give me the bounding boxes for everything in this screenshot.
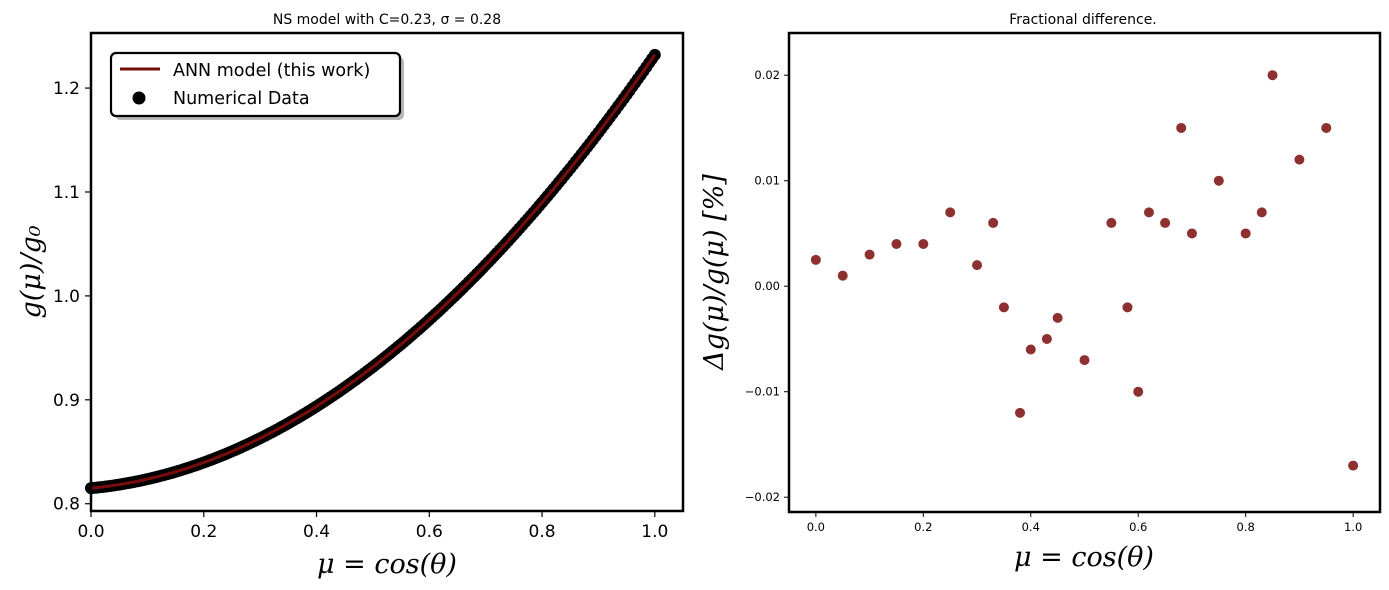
right-ylabel: Δg(μ)/g(μ) [%]	[699, 174, 730, 371]
fractional-difference-point	[998, 302, 1009, 313]
left-xtick-label: 0.2	[190, 522, 217, 542]
left-ylabel: g(μ)/g₀	[16, 225, 47, 318]
right-ytick-label: −0.01	[745, 385, 780, 399]
left-xtick-label: 0.8	[529, 522, 556, 542]
left-ticks: 0.0 0.2 0.4 0.6 0.8 1.0 0.8 0.9 1.0 1.1 1.2	[53, 79, 668, 542]
right-chart-title: Fractional difference.	[1009, 12, 1157, 28]
legend-dot-swatch	[132, 91, 146, 105]
fractional-difference-point	[1160, 217, 1171, 228]
fractional-difference-point	[1176, 122, 1187, 133]
left-series	[85, 48, 661, 495]
right-ytick-label: 0.02	[754, 68, 780, 82]
fractional-difference-point	[1143, 207, 1154, 218]
right-chart: Fractional difference. 0.0 0.2 0.4 0.6 0.8 1.…	[699, 12, 1382, 573]
legend: ANN model (this work) Numerical Data	[109, 51, 404, 120]
fractional-difference-point	[1106, 217, 1117, 228]
left-ytick-label: 1.0	[53, 287, 80, 307]
ann-model-line	[90, 53, 657, 490]
fractional-difference-point	[891, 239, 902, 250]
right-ytick-label: 0.00	[754, 279, 780, 293]
fractional-difference-point	[1321, 122, 1332, 133]
right-xtick-label: 0.2	[914, 520, 932, 534]
right-ytick-label: −0.02	[745, 490, 780, 504]
fractional-difference-point	[1041, 333, 1052, 344]
fractional-difference-point	[1348, 460, 1359, 471]
fractional-difference-point	[972, 260, 983, 271]
left-ytick-label: 1.1	[53, 183, 80, 203]
left-ytick-label: 0.8	[53, 495, 80, 515]
legend-label-numerical: Numerical Data	[173, 89, 310, 109]
left-ytick-label: 1.2	[53, 79, 80, 99]
fractional-difference-point	[1079, 355, 1090, 366]
right-ticks: 0.0 0.2 0.4 0.6 0.8 1.0 −0.02 −0.01 0.00 0.01 0.02	[745, 68, 1363, 534]
left-xtick-label: 0.6	[416, 522, 443, 542]
right-series	[810, 70, 1359, 471]
left-xtick-label: 0.0	[77, 522, 104, 542]
fractional-difference-point	[945, 207, 956, 218]
fractional-difference-point	[1256, 207, 1267, 218]
left-chart: NS model with C=0.23, σ = 0.28 0.0 0.2 0.4…	[16, 12, 685, 580]
legend-label-ann: ANN model (this work)	[173, 61, 370, 81]
fractional-difference-point	[1213, 175, 1224, 186]
right-ytick-label: 0.01	[754, 174, 780, 188]
fractional-difference-point	[1025, 344, 1036, 355]
fractional-difference-point	[1294, 154, 1305, 165]
fractional-difference-point	[1186, 228, 1197, 239]
legend-box	[109, 51, 402, 118]
fractional-difference-point	[837, 270, 848, 281]
fractional-difference-point	[1122, 302, 1133, 313]
fractional-difference-point	[810, 254, 821, 265]
fractional-difference-point	[1133, 386, 1144, 397]
right-plot-frame	[787, 31, 1382, 514]
left-plot-frame	[89, 31, 685, 513]
left-xlabel-text: μ = cos(θ)	[317, 549, 457, 580]
fractional-difference-point	[1240, 228, 1251, 239]
fractional-difference-point	[918, 239, 929, 250]
fractional-difference-point	[1015, 407, 1026, 418]
left-ylabel-text: g(μ)/g₀	[16, 225, 47, 318]
left-chart-title: NS model with C=0.23, σ = 0.28	[273, 12, 501, 28]
right-xtick-label: 0.6	[1129, 520, 1147, 534]
left-ytick-label: 0.9	[53, 391, 80, 411]
left-xtick-label: 1.0	[641, 522, 668, 542]
right-xtick-label: 1.0	[1344, 520, 1362, 534]
right-xlabel-text: μ = cos(θ)	[1014, 542, 1154, 573]
fractional-difference-point	[1052, 312, 1063, 323]
left-xtick-label: 0.4	[303, 522, 330, 542]
fractional-difference-point	[864, 249, 875, 260]
fractional-difference-point	[988, 217, 999, 228]
right-ylabel-text: Δg(μ)/g(μ) [%]	[699, 174, 730, 371]
right-xtick-label: 0.8	[1237, 520, 1255, 534]
fractional-difference-point	[1267, 70, 1278, 81]
left-xlabel: μ = cos(θ)	[317, 549, 457, 580]
right-xtick-label: 0.0	[807, 520, 825, 534]
right-xtick-label: 0.4	[1022, 520, 1040, 534]
right-xlabel: μ = cos(θ)	[1014, 542, 1154, 573]
